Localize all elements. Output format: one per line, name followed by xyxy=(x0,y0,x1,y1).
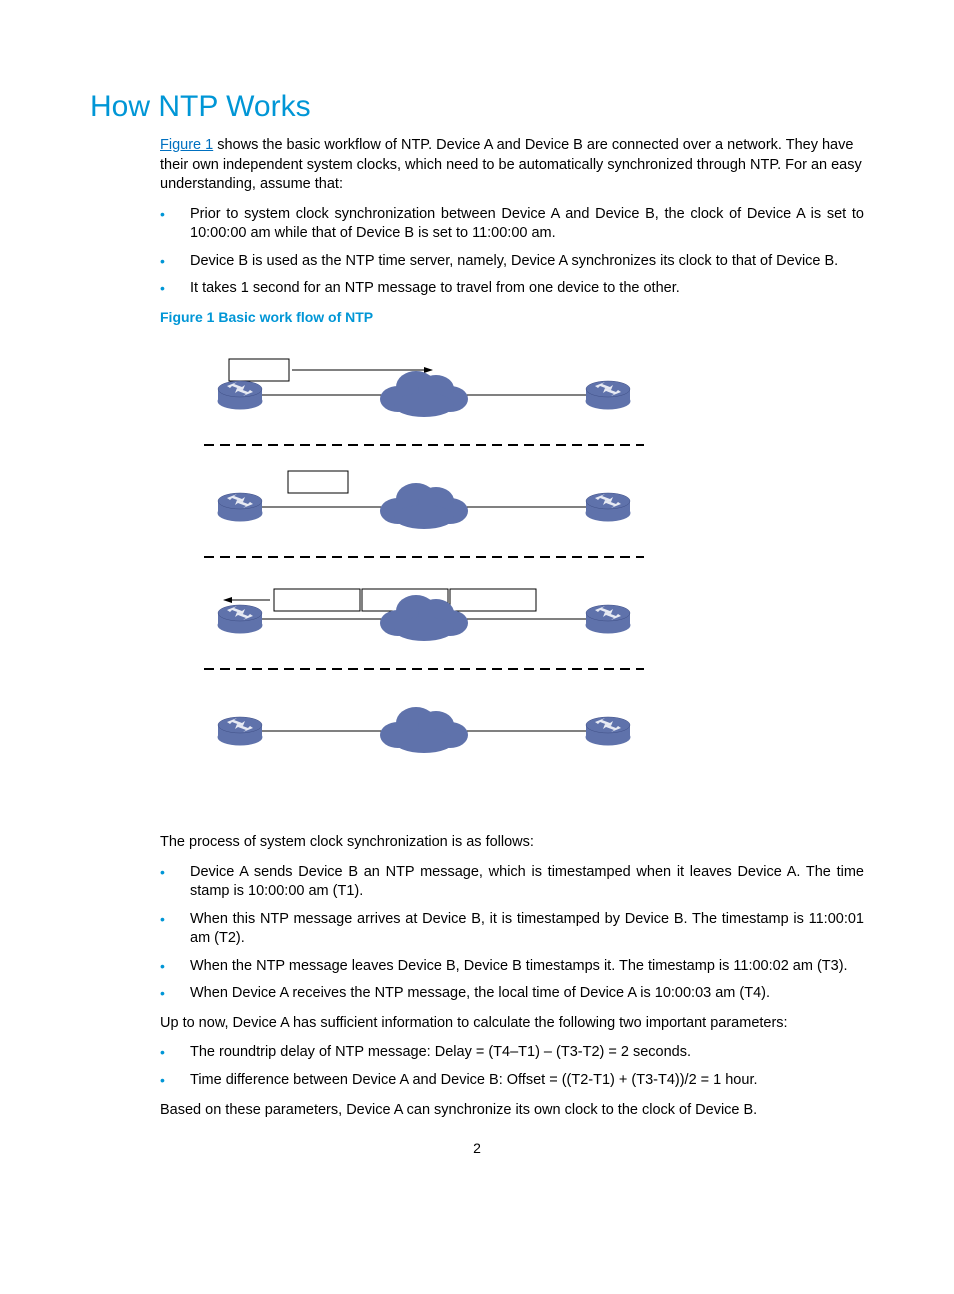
params-list: The roundtrip delay of NTP message: Dela… xyxy=(160,1043,864,1090)
list-item: It takes 1 second for an NTP message to … xyxy=(160,279,864,299)
process-intro: The process of system clock synchronizat… xyxy=(160,833,864,853)
figure-link[interactable]: Figure 1 xyxy=(160,137,213,153)
figure xyxy=(184,335,864,815)
list-item: Device B is used as the NTP time server,… xyxy=(160,252,864,272)
conclusion: Based on these parameters, Device A can … xyxy=(160,1101,864,1121)
intro-text: shows the basic workflow of NTP. Device … xyxy=(160,137,862,192)
page-number: 2 xyxy=(90,1140,864,1156)
list-item: Device A sends Device B an NTP message, … xyxy=(160,863,864,902)
page: How NTP Works Figure 1 shows the basic w… xyxy=(0,0,954,1196)
list-item: When Device A receives the NTP message, … xyxy=(160,984,864,1004)
upto-paragraph: Up to now, Device A has sufficient infor… xyxy=(160,1014,864,1034)
intro-paragraph: Figure 1 shows the basic workflow of NTP… xyxy=(160,136,864,195)
assumptions-list: Prior to system clock synchronization be… xyxy=(160,205,864,299)
process-list: Device A sends Device B an NTP message, … xyxy=(160,863,864,1004)
ntp-workflow-diagram xyxy=(184,335,664,815)
list-item: Prior to system clock synchronization be… xyxy=(160,205,864,244)
intro-block: Figure 1 shows the basic workflow of NTP… xyxy=(160,136,864,1120)
figure-caption: Figure 1 Basic work flow of NTP xyxy=(160,309,864,325)
list-item: The roundtrip delay of NTP message: Dela… xyxy=(160,1043,864,1063)
list-item: When this NTP message arrives at Device … xyxy=(160,910,864,949)
list-item: When the NTP message leaves Device B, De… xyxy=(160,957,864,977)
list-item: Time difference between Device A and Dev… xyxy=(160,1071,864,1091)
page-title: How NTP Works xyxy=(90,90,864,124)
